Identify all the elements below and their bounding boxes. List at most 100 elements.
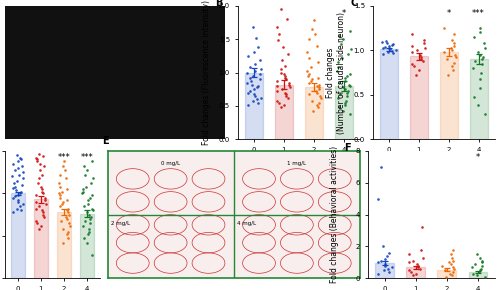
Point bbox=[474, 273, 482, 278]
Text: C: C bbox=[350, 0, 358, 8]
Point bbox=[33, 157, 41, 162]
Point bbox=[273, 78, 281, 83]
Point bbox=[468, 265, 475, 270]
Point bbox=[280, 72, 287, 76]
Point bbox=[441, 268, 449, 273]
Text: B: B bbox=[216, 0, 223, 8]
Point bbox=[249, 74, 257, 78]
Point bbox=[13, 206, 21, 211]
Point bbox=[56, 204, 64, 209]
Point bbox=[8, 174, 16, 179]
Point bbox=[334, 65, 342, 70]
Point bbox=[378, 52, 386, 56]
Point bbox=[408, 44, 416, 48]
Point bbox=[33, 159, 41, 163]
Point bbox=[408, 61, 416, 66]
Point bbox=[476, 30, 484, 35]
Point bbox=[64, 206, 72, 211]
Point bbox=[55, 181, 63, 185]
Point bbox=[254, 84, 262, 88]
Point bbox=[475, 270, 483, 274]
Point bbox=[18, 164, 26, 168]
Point bbox=[252, 69, 260, 73]
Point bbox=[16, 157, 24, 162]
Point bbox=[407, 270, 415, 274]
Point bbox=[416, 52, 424, 57]
Point bbox=[417, 57, 425, 61]
Text: *: * bbox=[342, 9, 345, 18]
Point bbox=[446, 262, 454, 266]
Y-axis label: Fold changes (Behavioral activities): Fold changes (Behavioral activities) bbox=[330, 146, 340, 283]
Point bbox=[88, 193, 96, 197]
Point bbox=[448, 37, 456, 42]
Point bbox=[78, 191, 86, 196]
Point bbox=[38, 208, 46, 213]
Point bbox=[55, 191, 63, 196]
Bar bbox=[468, 272, 487, 278]
Point bbox=[342, 100, 349, 105]
Point bbox=[389, 51, 397, 55]
Point bbox=[446, 271, 454, 276]
Point bbox=[468, 66, 476, 70]
Point bbox=[469, 271, 477, 276]
Point bbox=[284, 52, 292, 56]
Point bbox=[418, 247, 426, 252]
Point bbox=[274, 32, 282, 36]
Point bbox=[315, 100, 323, 105]
Point bbox=[284, 95, 292, 100]
Point bbox=[88, 159, 96, 163]
Point bbox=[86, 215, 94, 220]
Point bbox=[58, 227, 66, 231]
Point bbox=[388, 265, 396, 270]
Point bbox=[478, 70, 486, 75]
Point bbox=[374, 271, 382, 276]
Point bbox=[82, 184, 90, 189]
Point bbox=[42, 195, 50, 200]
Point bbox=[82, 210, 90, 214]
Point bbox=[243, 70, 251, 75]
Point bbox=[344, 52, 352, 56]
Bar bbox=[410, 57, 428, 139]
Point bbox=[346, 72, 354, 76]
Point bbox=[346, 29, 354, 33]
Point bbox=[10, 167, 18, 172]
Point bbox=[250, 62, 258, 67]
Point bbox=[450, 41, 458, 46]
Point bbox=[442, 274, 450, 279]
Point bbox=[476, 76, 484, 81]
Point bbox=[278, 58, 286, 63]
Point bbox=[64, 229, 72, 234]
Point bbox=[408, 273, 416, 278]
Point bbox=[333, 69, 341, 73]
Point bbox=[250, 93, 258, 98]
Bar bbox=[57, 212, 71, 278]
Point bbox=[252, 85, 260, 90]
Point bbox=[478, 263, 486, 268]
Point bbox=[13, 178, 21, 183]
Point bbox=[14, 193, 22, 197]
Point bbox=[64, 210, 72, 214]
Point bbox=[14, 159, 22, 163]
Point bbox=[273, 84, 281, 88]
Point bbox=[481, 112, 489, 117]
Point bbox=[473, 252, 481, 257]
Point bbox=[86, 221, 94, 225]
Point bbox=[275, 100, 283, 105]
Point bbox=[14, 200, 22, 204]
Point bbox=[308, 109, 316, 113]
Point bbox=[380, 268, 388, 273]
Point bbox=[16, 155, 24, 160]
Point bbox=[476, 255, 484, 260]
Point bbox=[84, 201, 92, 206]
Point bbox=[305, 80, 313, 85]
Point bbox=[449, 265, 457, 270]
Point bbox=[254, 97, 262, 101]
Point bbox=[61, 167, 69, 172]
Point bbox=[410, 259, 418, 263]
Point bbox=[38, 189, 46, 194]
Point bbox=[374, 260, 382, 265]
Point bbox=[12, 188, 20, 192]
Point bbox=[83, 167, 91, 172]
Point bbox=[384, 50, 392, 54]
Point bbox=[314, 60, 322, 65]
